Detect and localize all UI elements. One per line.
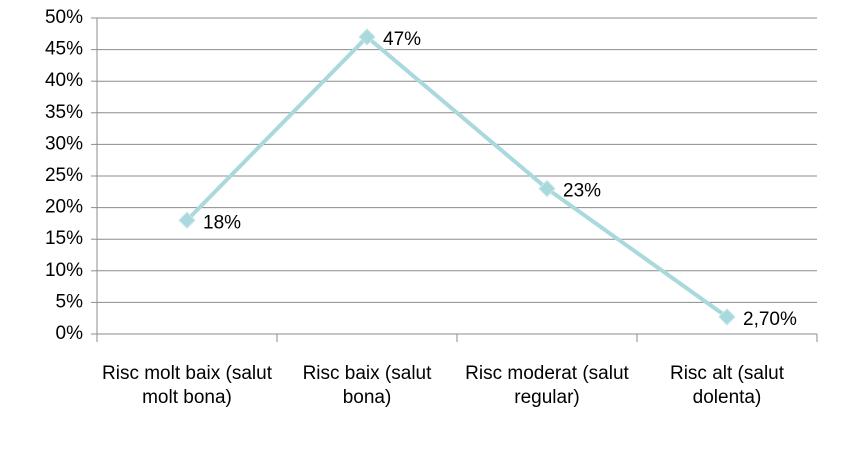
x-tick-label: Risc alt (salut dolenta): [669, 363, 785, 408]
y-tick-label: 50%: [45, 7, 83, 28]
x-tick-label: Risc baix (salut bona): [302, 363, 432, 408]
data-label: 2,70%: [743, 309, 797, 330]
x-tick-label: Risc moderat (salut regular): [465, 363, 629, 408]
marker: [178, 211, 196, 229]
marker: [538, 179, 556, 198]
y-tick-label: 45%: [45, 39, 83, 60]
y-tick-label: 5%: [56, 291, 84, 312]
series-line: [185, 34, 729, 319]
y-tick-label: 15%: [45, 228, 83, 249]
data-label: 23%: [563, 181, 601, 202]
y-tick-label: 30%: [45, 133, 83, 154]
x-tick-label: Risc molt baix (salut molt bona): [102, 363, 272, 408]
data-label: 47%: [383, 29, 421, 50]
data-label: 18%: [203, 212, 241, 233]
y-tick-label: 25%: [45, 165, 83, 186]
marker: [718, 308, 736, 326]
y-tick-label: 20%: [45, 197, 83, 218]
y-tick-label: 10%: [45, 260, 83, 281]
y-tick-label: 40%: [45, 70, 83, 91]
marker: [358, 28, 376, 46]
y-tick-label: 0%: [56, 323, 84, 344]
y-tick-label: 35%: [45, 102, 83, 123]
